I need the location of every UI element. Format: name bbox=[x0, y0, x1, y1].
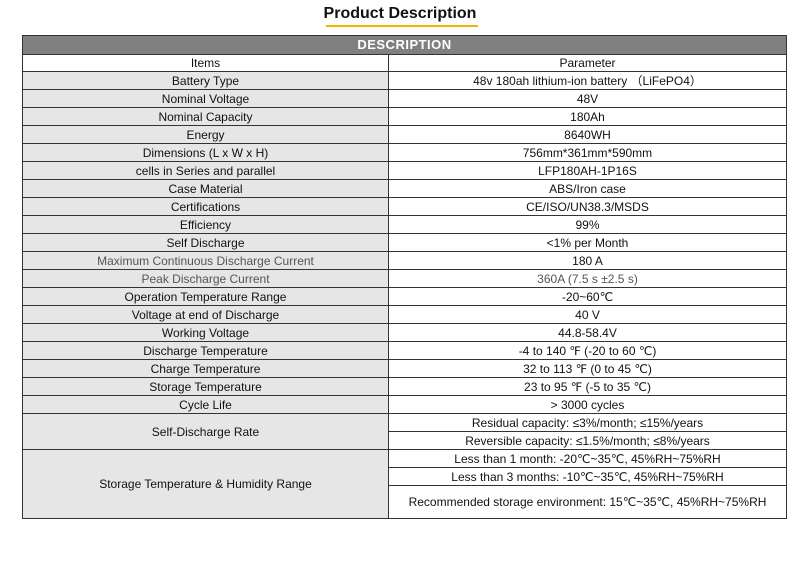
row-value: 8640WH bbox=[388, 125, 787, 144]
row-value: 756mm*361mm*590mm bbox=[388, 143, 787, 162]
row-item: cells in Series and parallel bbox=[22, 161, 389, 180]
column-header-parameter: Parameter bbox=[388, 54, 787, 72]
storage-range-value: Recommended storage environment: 15℃~35℃… bbox=[388, 485, 787, 519]
table-row-self-discharge-rate: Self-Discharge Rate Residual capacity: ≤… bbox=[22, 413, 787, 450]
row-item: Case Material bbox=[22, 179, 389, 198]
table-row: Efficiency 99% bbox=[22, 215, 787, 234]
row-value: 40 V bbox=[388, 305, 787, 324]
table-row-storage-range: Less than 3 months: -10℃~35℃, 45%RH~75%R… bbox=[23, 467, 787, 486]
table-row: Charge Temperature 32 to 113 ℉ (0 to 45 … bbox=[22, 359, 787, 378]
table-row: Energy 8640WH bbox=[22, 125, 787, 144]
row-value: ABS/Iron case bbox=[388, 179, 787, 198]
row-value: 180 A bbox=[388, 251, 787, 270]
table-row: Storage Temperature 23 to 95 ℉ (-5 to 35… bbox=[22, 377, 787, 396]
table-row: Battery Type 48v 180ah lithium-ion batte… bbox=[22, 71, 787, 90]
table-row: Working Voltage 44.8-58.4V bbox=[22, 323, 787, 342]
row-value: <1% per Month bbox=[388, 233, 787, 252]
table-row: Dimensions (L x W x H) 756mm*361mm*590mm bbox=[22, 143, 787, 162]
storage-range-value: Less than 1 month: -20℃~35℃, 45%RH~75%RH bbox=[388, 449, 787, 468]
storage-range-item: Storage Temperature & Humidity Range bbox=[22, 449, 389, 519]
row-item: Certifications bbox=[22, 197, 389, 216]
row-item: Voltage at end of Discharge bbox=[22, 305, 389, 324]
row-value: -4 to 140 ℉ (-20 to 60 ℃) bbox=[388, 341, 787, 360]
row-value: 99% bbox=[388, 215, 787, 234]
row-value: 44.8-58.4V bbox=[388, 323, 787, 342]
storage-range-value: Less than 3 months: -10℃~35℃, 45%RH~75%R… bbox=[388, 467, 787, 486]
row-item: Peak Discharge Current bbox=[22, 269, 389, 288]
row-value: 32 to 113 ℉ (0 to 45 ℃) bbox=[388, 359, 787, 378]
row-item: Battery Type bbox=[22, 71, 389, 90]
table-row: Case Material ABS/Iron case bbox=[22, 179, 787, 198]
row-value: 48v 180ah lithium-ion battery （LiFePO4） bbox=[388, 71, 787, 90]
table-row: Certifications CE/ISO/UN38.3/MSDS bbox=[22, 197, 787, 216]
table-row: Nominal Voltage 48V bbox=[22, 89, 787, 108]
row-value: 23 to 95 ℉ (-5 to 35 ℃) bbox=[388, 377, 787, 396]
title-underline bbox=[326, 25, 478, 27]
table-row: Peak Discharge Current 360A (7.5 s ±2.5 … bbox=[22, 269, 787, 288]
row-value: CE/ISO/UN38.3/MSDS bbox=[388, 197, 787, 216]
row-item: Nominal Voltage bbox=[22, 89, 389, 108]
row-item: Discharge Temperature bbox=[22, 341, 389, 360]
column-header-items: Items bbox=[22, 54, 389, 72]
row-item: Cycle Life bbox=[22, 395, 389, 414]
row-item: Self Discharge bbox=[22, 233, 389, 252]
table-row-storage-range: Recommended storage environment: 15℃~35℃… bbox=[23, 485, 787, 519]
table-row: Operation Temperature Range -20~60℃ bbox=[22, 287, 787, 306]
table-row: Nominal Capacity 180Ah bbox=[22, 107, 787, 126]
table-row: Maximum Continuous Discharge Current 180… bbox=[22, 251, 787, 270]
row-value: 360A (7.5 s ±2.5 s) bbox=[388, 269, 787, 288]
table-row: Self Discharge <1% per Month bbox=[22, 233, 787, 252]
row-item: Nominal Capacity bbox=[22, 107, 389, 126]
row-value: LFP180AH-1P16S bbox=[388, 161, 787, 180]
row-item: Charge Temperature bbox=[22, 359, 389, 378]
table-row-self-discharge-rate: Reversible capacity: ≤1.5%/month; ≤8%/ye… bbox=[23, 431, 787, 450]
table-section-header: DESCRIPTION bbox=[22, 35, 787, 55]
row-value: > 3000 cycles bbox=[388, 395, 787, 414]
table-row-storage-range: Storage Temperature & Humidity Range Les… bbox=[22, 449, 787, 519]
self-discharge-rate-item: Self-Discharge Rate bbox=[22, 413, 389, 450]
row-value: 180Ah bbox=[388, 107, 787, 126]
row-item: Dimensions (L x W x H) bbox=[22, 143, 389, 162]
row-item: Maximum Continuous Discharge Current bbox=[22, 251, 389, 270]
section-header-cell: DESCRIPTION bbox=[22, 35, 787, 55]
row-item: Working Voltage bbox=[22, 323, 389, 342]
page-title: Product Description bbox=[323, 5, 477, 22]
row-item: Storage Temperature bbox=[22, 377, 389, 396]
table-row: Voltage at end of Discharge 40 V bbox=[22, 305, 787, 324]
row-value: -20~60℃ bbox=[388, 287, 787, 306]
column-header-row: Items Parameter bbox=[22, 54, 787, 72]
row-item: Operation Temperature Range bbox=[22, 287, 389, 306]
spec-table: DESCRIPTION Items Parameter Battery Type… bbox=[22, 35, 787, 519]
row-value: 48V bbox=[388, 89, 787, 108]
row-item: Efficiency bbox=[22, 215, 389, 234]
row-item: Energy bbox=[22, 125, 389, 144]
self-discharge-rate-value: Residual capacity: ≤3%/month; ≤15%/years bbox=[388, 413, 787, 432]
table-row: Cycle Life > 3000 cycles bbox=[22, 395, 787, 414]
self-discharge-rate-value: Reversible capacity: ≤1.5%/month; ≤8%/ye… bbox=[388, 431, 787, 450]
table-row: Discharge Temperature -4 to 140 ℉ (-20 t… bbox=[22, 341, 787, 360]
table-row: cells in Series and parallel LFP180AH-1P… bbox=[22, 161, 787, 180]
